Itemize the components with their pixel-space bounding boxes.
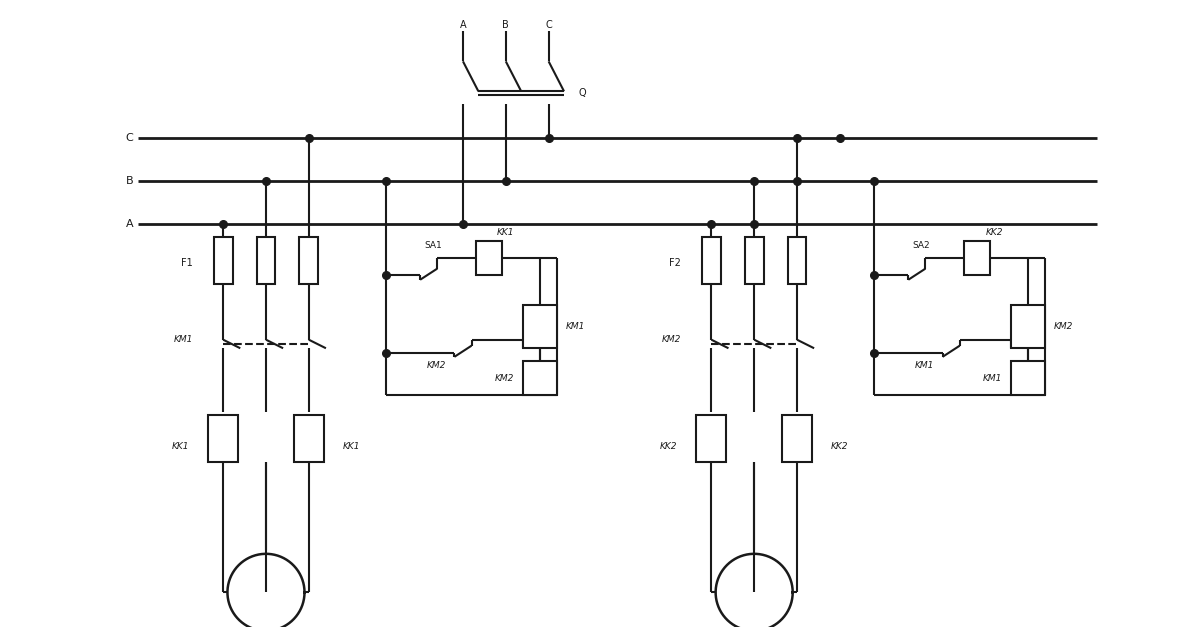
Text: F2: F2 bbox=[670, 257, 682, 268]
Text: A: A bbox=[460, 20, 467, 30]
Text: KK2: KK2 bbox=[660, 442, 677, 452]
Bar bbox=[523, 361, 557, 396]
Text: C: C bbox=[545, 20, 552, 30]
Text: A: A bbox=[126, 219, 133, 229]
Text: KM1: KM1 bbox=[174, 335, 193, 344]
Text: KM1: KM1 bbox=[983, 374, 1002, 382]
Bar bbox=[257, 237, 275, 284]
Bar bbox=[214, 237, 233, 284]
Bar bbox=[702, 237, 721, 284]
Text: B: B bbox=[126, 176, 133, 187]
Bar bbox=[523, 305, 557, 349]
Bar bbox=[294, 414, 324, 462]
Text: KK2: KK2 bbox=[985, 228, 1003, 237]
Text: KM2: KM2 bbox=[662, 335, 682, 344]
Text: KM2: KM2 bbox=[494, 374, 515, 382]
Bar bbox=[208, 414, 238, 462]
Bar bbox=[964, 241, 990, 276]
Text: KK2: KK2 bbox=[832, 442, 848, 452]
Text: KM2: KM2 bbox=[426, 361, 446, 370]
Text: KM2: KM2 bbox=[1054, 322, 1073, 332]
Bar bbox=[299, 237, 318, 284]
Text: KM1: KM1 bbox=[565, 322, 586, 332]
Text: Q: Q bbox=[578, 88, 587, 98]
Text: KK1: KK1 bbox=[497, 228, 515, 237]
Text: KK1: KK1 bbox=[172, 442, 188, 452]
Bar bbox=[1012, 305, 1045, 349]
Text: SA1: SA1 bbox=[424, 241, 442, 250]
Text: F1: F1 bbox=[181, 257, 193, 268]
Bar bbox=[696, 414, 726, 462]
Text: SA2: SA2 bbox=[912, 241, 930, 250]
Text: KK1: KK1 bbox=[343, 442, 360, 452]
Bar bbox=[1012, 361, 1045, 396]
Bar bbox=[476, 241, 502, 276]
Bar bbox=[745, 237, 763, 284]
Text: KM1: KM1 bbox=[914, 361, 934, 370]
Bar bbox=[782, 414, 812, 462]
Text: C: C bbox=[126, 133, 133, 143]
Text: B: B bbox=[503, 20, 509, 30]
Bar bbox=[787, 237, 806, 284]
